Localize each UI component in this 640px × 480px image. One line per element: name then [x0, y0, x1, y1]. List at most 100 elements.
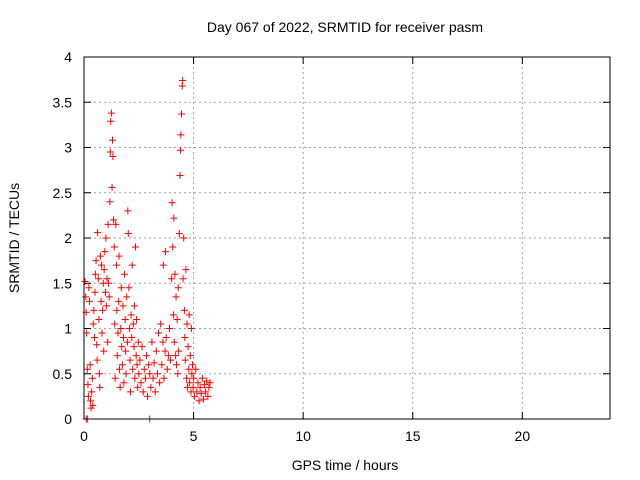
data-point-marker [132, 243, 140, 251]
data-point-marker [181, 356, 189, 364]
data-point-marker [159, 338, 167, 346]
data-point-marker [201, 381, 209, 389]
data-point-marker [134, 338, 142, 346]
data-point-marker [93, 341, 101, 349]
y-tick-label: 4 [64, 49, 72, 65]
data-point-marker [112, 220, 120, 228]
data-point-marker [157, 320, 165, 328]
data-point-marker [203, 377, 211, 385]
data-point-marker [145, 361, 153, 369]
data-point-marker [128, 334, 136, 342]
data-point-marker [91, 288, 99, 296]
data-point-marker [108, 183, 116, 191]
data-point-marker [176, 172, 184, 180]
data-point-marker [185, 365, 193, 373]
data-point-marker [187, 388, 195, 396]
data-point-marker [136, 356, 144, 364]
data-point-marker [132, 352, 140, 360]
data-point-marker [82, 293, 90, 301]
data-point-marker [205, 383, 213, 391]
y-tick-label: 0 [64, 411, 72, 427]
data-point-marker [113, 306, 121, 314]
y-tick-label: 2.5 [53, 185, 73, 201]
data-point-marker [128, 261, 136, 269]
data-point-marker [148, 338, 156, 346]
data-point-marker [169, 243, 177, 251]
data-point-marker [106, 198, 114, 206]
data-point-marker [130, 302, 138, 310]
data-point-marker [86, 361, 94, 369]
data-point-marker [163, 365, 171, 373]
y-axis-title: SRMTID / TECUs [6, 183, 22, 293]
data-point-marker [99, 306, 107, 314]
data-point-marker [155, 329, 163, 337]
data-point-marker [170, 214, 178, 222]
x-tick-label: 0 [80, 428, 88, 444]
data-point-marker [171, 270, 179, 278]
data-point-marker [102, 234, 110, 242]
data-point-marker [188, 361, 196, 369]
data-point-marker [161, 347, 169, 355]
data-point-marker [116, 365, 124, 373]
data-point-marker [173, 315, 181, 323]
data-point-marker [137, 379, 145, 387]
data-point-marker [184, 343, 192, 351]
data-point-marker [95, 315, 103, 323]
data-point-marker [197, 390, 205, 398]
data-point-marker [174, 284, 182, 292]
data-point-marker [100, 347, 108, 355]
y-tick-label: 3.5 [53, 94, 73, 110]
data-point-marker [186, 352, 194, 360]
data-point-marker [122, 370, 130, 378]
data-point-marker [84, 381, 92, 389]
data-point-marker [95, 370, 103, 378]
data-point-marker [88, 388, 96, 396]
data-point-marker [189, 383, 197, 391]
data-point-marker [83, 365, 91, 373]
data-point-marker [194, 379, 202, 387]
data-point-marker [158, 361, 166, 369]
data-point-marker [115, 297, 123, 305]
data-point-marker [152, 347, 160, 355]
data-point-marker [160, 374, 168, 382]
data-point-marker [134, 383, 142, 391]
data-point-marker [101, 248, 109, 256]
data-point-marker [124, 207, 132, 215]
x-tick-label: 20 [515, 428, 531, 444]
data-point-marker [112, 261, 120, 269]
data-point-marker [127, 311, 135, 319]
data-point-marker [101, 288, 109, 296]
data-point-marker [172, 361, 180, 369]
data-point-marker [172, 352, 180, 360]
data-point-marker [111, 374, 119, 382]
data-point-marker [131, 374, 139, 382]
data-point-marker [87, 397, 95, 405]
data-point-marker [199, 395, 207, 403]
data-point-marker [202, 388, 210, 396]
data-point-marker [129, 365, 137, 373]
data-point-marker [153, 370, 161, 378]
data-point-marker [164, 352, 172, 360]
data-point-marker [130, 343, 138, 351]
data-point-marker [182, 266, 190, 274]
data-point-marker [110, 243, 118, 251]
data-point-marker [146, 370, 154, 378]
data-point-marker [106, 148, 114, 156]
data-point-marker [117, 325, 125, 332]
data-point-marker [159, 261, 167, 269]
data-point-marker [168, 199, 176, 207]
data-point-marker [135, 370, 143, 378]
data-point-marker [119, 302, 127, 310]
y-tick-label: 3 [64, 140, 72, 156]
data-point-marker [116, 383, 124, 391]
data-point-marker [147, 383, 155, 391]
data-point-marker [118, 361, 126, 369]
data-point-marker [188, 370, 196, 378]
data-point-marker [192, 365, 200, 373]
data-points [81, 77, 214, 423]
y-tick-label: 1.5 [53, 275, 73, 291]
data-point-marker [108, 136, 116, 144]
data-point-marker [139, 388, 147, 396]
y-tick-label: 2 [64, 230, 72, 246]
data-point-marker [104, 220, 112, 228]
